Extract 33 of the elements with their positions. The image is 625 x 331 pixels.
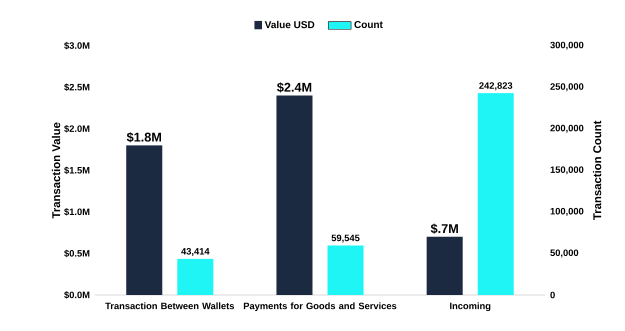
legend-label: Value USD [264,20,314,28]
y2-tick-label: 50,000 [550,249,578,258]
data-label: $1.8M [126,132,161,142]
data-label: $2.4M [277,82,312,93]
legend-label: Count [354,20,383,28]
y2-tick-label: 0 [550,292,555,298]
y2-tick-label: 100,000 [550,208,584,216]
x-tick-label: Transaction Between Wallets [105,302,234,310]
y-tick-label: $3.0M [64,42,90,50]
data-label: 43,414 [181,248,210,256]
y-axis-title: Transaction Value [52,122,60,218]
bar [328,245,364,295]
x-tick-label: Incoming [450,302,490,312]
bar [478,93,514,295]
bar [276,96,312,295]
y2-tick-label: 300,000 [550,42,584,50]
bar [426,236,463,295]
bar [126,145,162,295]
y-tick-label: $0.5M [64,250,90,258]
y2-tick-label: 200,000 [550,124,584,133]
x-tick-label: Payments for Goods and Services [244,302,396,312]
data-label: 242,823 [479,82,512,90]
y-tick-label: $0.0M [64,291,90,299]
y-tick-label: $2.5M [64,83,90,92]
y-tick-label: $1.0M [64,208,90,216]
y-tick-label: $1.5M [64,166,90,174]
y2-tick-label: 250,000 [550,83,584,92]
bar [177,258,214,295]
y2-tick-label: 150,000 [550,166,584,174]
data-label: $.7M [430,224,458,234]
y-tick-label: $2.0M [64,124,90,133]
data-label: 59,545 [332,234,360,243]
y2-axis-title: Transaction Count [592,120,602,220]
